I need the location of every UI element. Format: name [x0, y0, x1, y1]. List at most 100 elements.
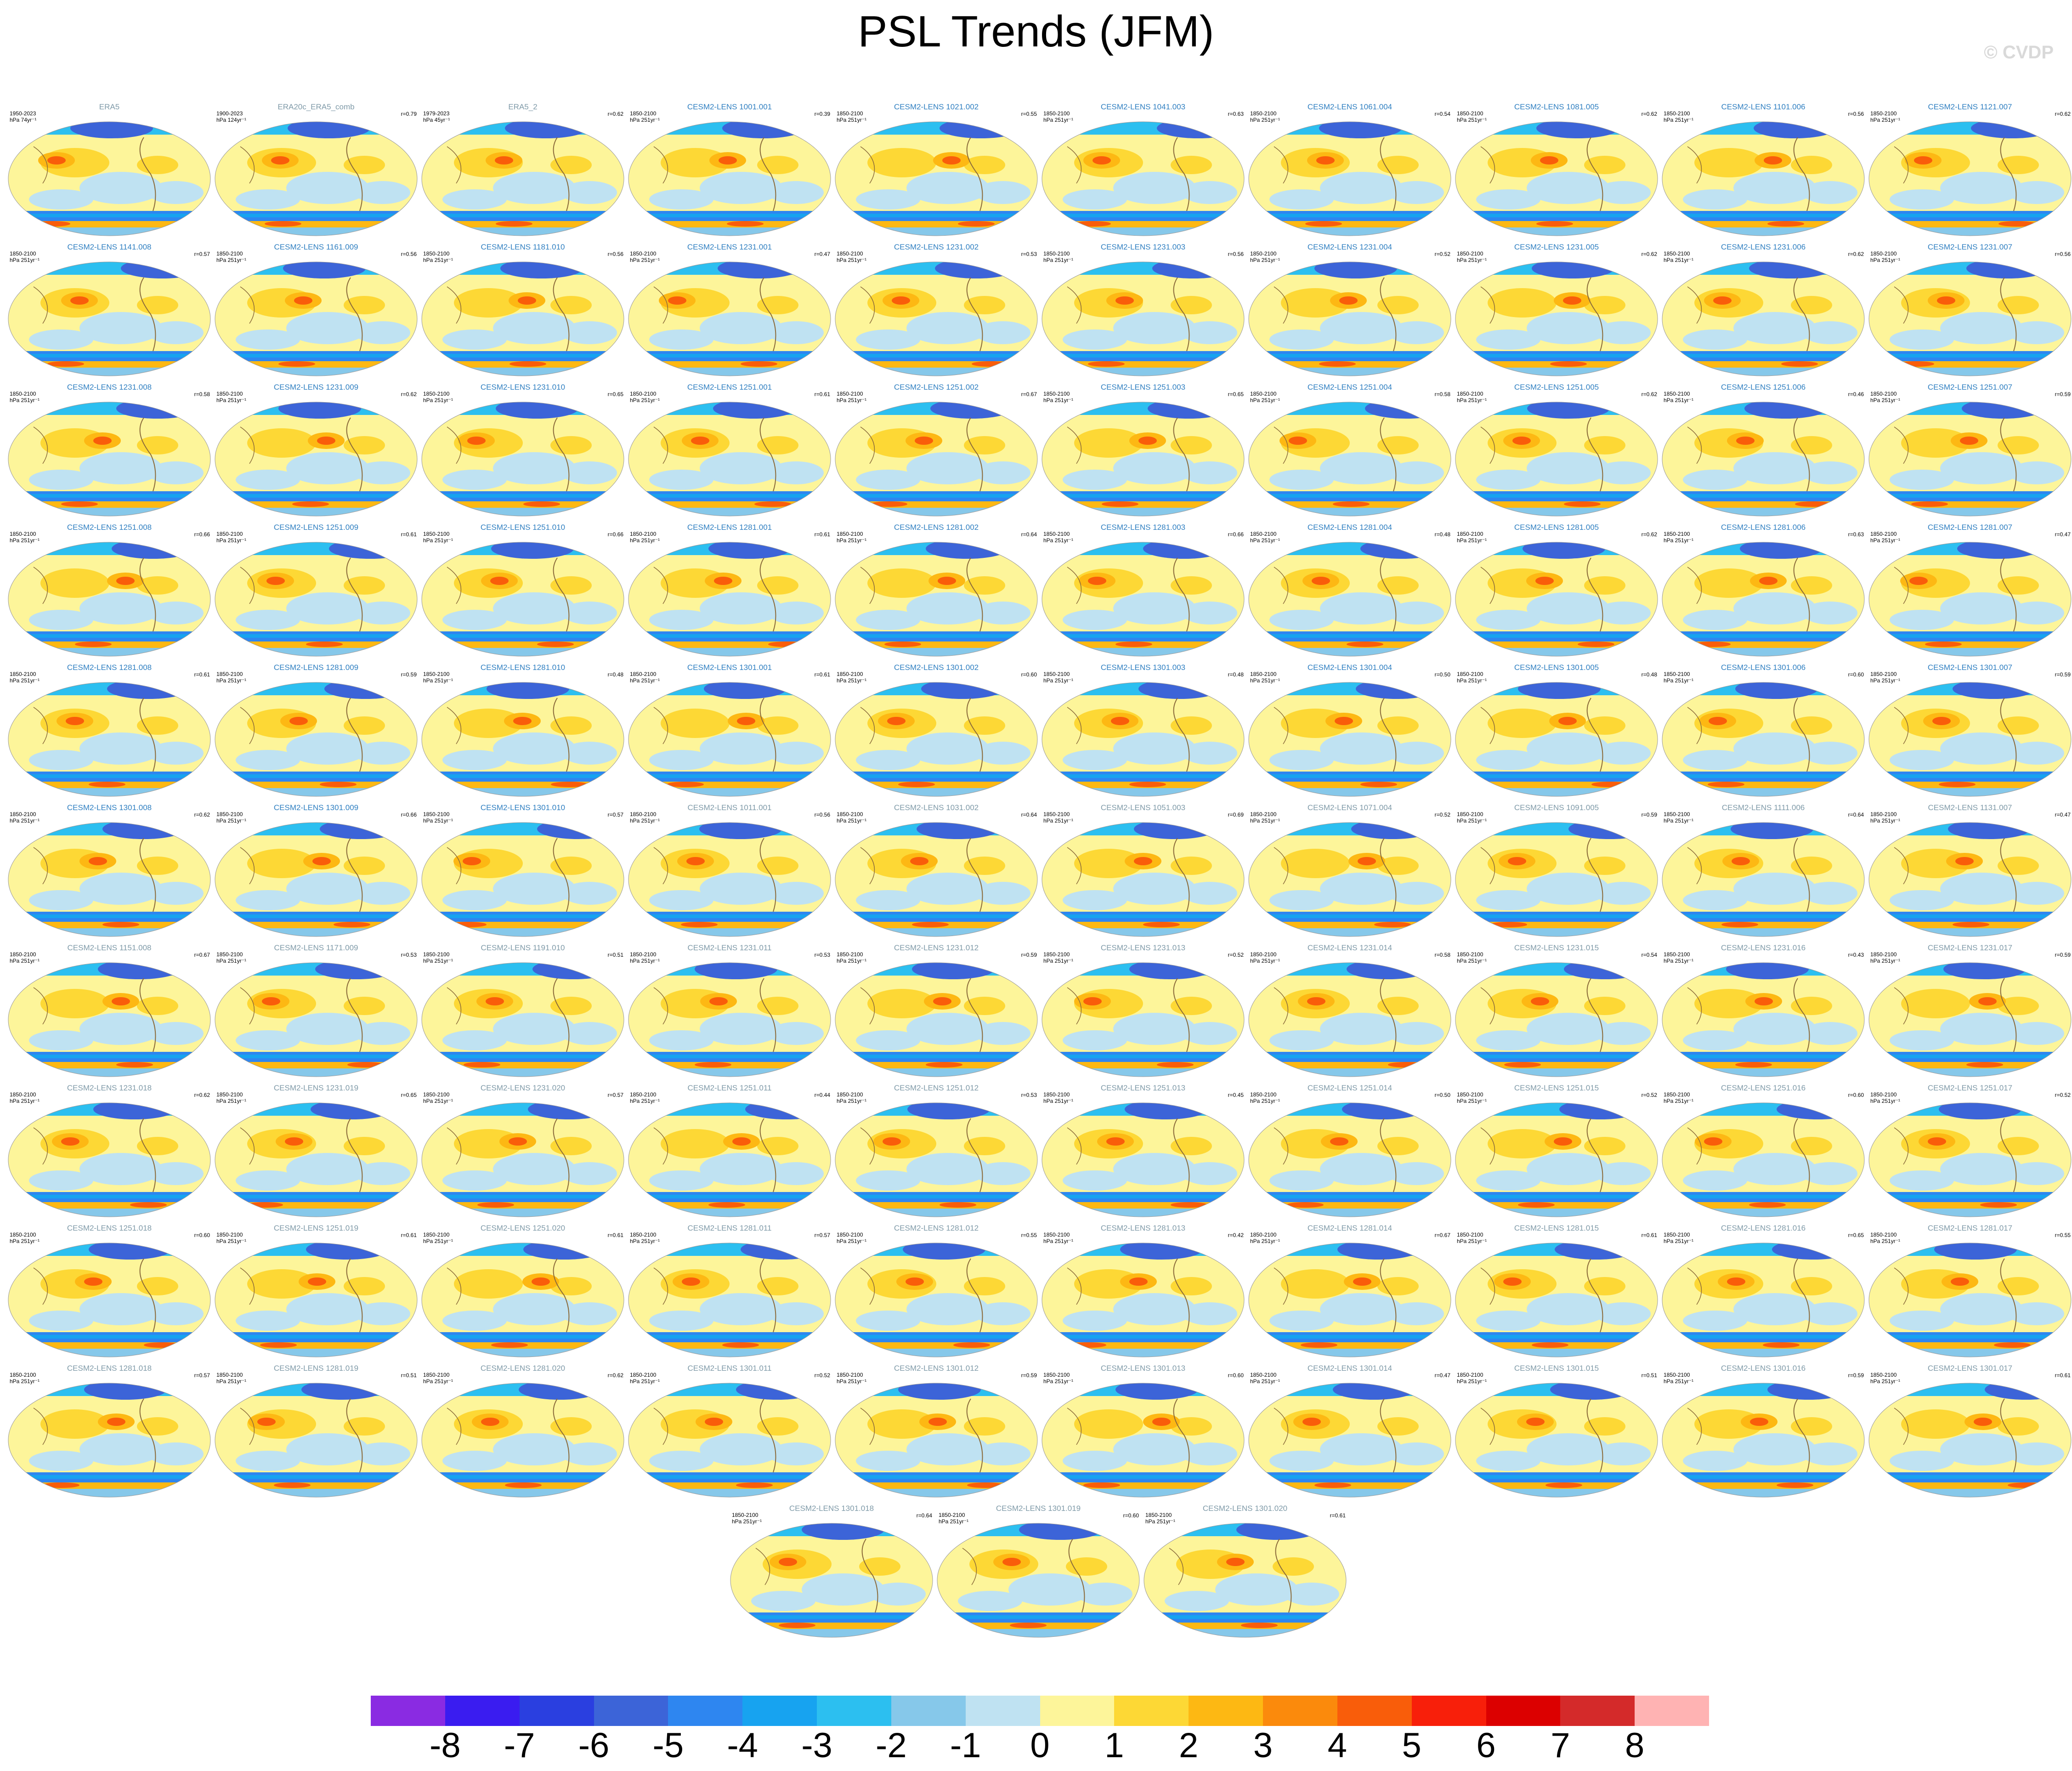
psl-trend-map [8, 402, 211, 517]
panel-years: 1850-2100 [10, 811, 36, 817]
panel-title: CESM2-LENS 1281.020 [480, 1364, 566, 1373]
panel-pattern-correlation: r=0.63 [1228, 111, 1244, 117]
psl-trend-map [215, 1383, 418, 1498]
panel-years: 1850-2100 [1870, 110, 1897, 117]
psl-trend-map [835, 1243, 1038, 1357]
colorbar-tick-label: 7 [1551, 1726, 1570, 1765]
psl-trend-map [1248, 1383, 1451, 1498]
panel-years: 1850-2100 [837, 811, 863, 817]
panel-title: CESM2-LENS 1281.005 [1514, 523, 1599, 532]
panel-years: 1850-2100 [1664, 1091, 1690, 1098]
map-panel: CESM2-LENS 1231.015 1850-2100 hPa 251yr⁻¹ r… [1453, 940, 1660, 1081]
panel-years: 1850-2100 [423, 1091, 450, 1098]
panel-pattern-correlation: r=0.60 [1123, 1512, 1139, 1519]
psl-trend-map [1248, 542, 1451, 657]
map-panel: CESM2-LENS 1011.001 1850-2100 hPa 251yr⁻¹ r… [626, 800, 833, 941]
map-panel: CESM2-LENS 1251.011 1850-2100 hPa 251yr⁻¹ r… [626, 1080, 833, 1221]
psl-trend-map [628, 822, 831, 937]
colorbar-tick-label: 4 [1327, 1726, 1347, 1765]
panel-title: CESM2-LENS 1231.004 [1307, 243, 1393, 251]
panel-pattern-correlation: r=0.59 [401, 671, 417, 678]
psl-trend-map [1868, 822, 2072, 937]
panel-years: 1850-2100 [1043, 250, 1070, 257]
panel-title: CESM2-LENS 1281.002 [894, 523, 979, 532]
panel-units: hPa 251yr⁻¹ [10, 677, 40, 684]
map-panel: CESM2-LENS 1301.016 1850-2100 hPa 251yr⁻¹ r… [1660, 1360, 1867, 1502]
panel-units: hPa 251yr⁻¹ [1250, 537, 1280, 544]
panel-units: hPa 251yr⁻¹ [630, 1378, 660, 1385]
panel-pattern-correlation: r=0.61 [194, 671, 210, 678]
map-panel: CESM2-LENS 1251.003 1850-2100 hPa 251yr⁻¹ r… [1040, 379, 1246, 521]
psl-trend-map [628, 1102, 831, 1217]
panel-units: hPa 251yr⁻¹ [1250, 397, 1280, 403]
psl-trend-map [835, 822, 1038, 937]
map-panel: CESM2-LENS 1041.003 1850-2100 hPa 251yr⁻¹ r… [1040, 99, 1246, 240]
panel-years: 1850-2100 [1457, 391, 1483, 397]
panel-pattern-correlation: r=0.57 [607, 812, 623, 818]
map-panel: ERA5 1950-2023 hPa 74yr⁻¹ [6, 99, 213, 240]
panel-years: 1850-2100 [423, 1232, 450, 1238]
panel-years: 1850-2100 [1664, 391, 1690, 397]
panel-title: CESM2-LENS 1171.009 [274, 943, 358, 952]
panel-pattern-correlation: r=0.57 [814, 1232, 830, 1238]
map-panel: CESM2-LENS 1301.002 1850-2100 hPa 251yr⁻¹ r… [833, 659, 1040, 801]
panel-units: hPa 251yr⁻¹ [216, 958, 247, 964]
panel-units: hPa 251yr⁻¹ [1457, 537, 1487, 544]
panel-title: CESM2-LENS 1001.001 [687, 102, 772, 111]
panel-units: hPa 251yr⁻¹ [1043, 677, 1074, 684]
panel-title: CESM2-LENS 1251.011 [687, 1084, 772, 1092]
psl-trend-map [8, 962, 211, 1077]
panel-pattern-correlation: r=0.59 [1848, 1372, 1864, 1379]
panel-title: CESM2-LENS 1281.006 [1721, 523, 1806, 532]
colorbar-swatch [1337, 1696, 1412, 1726]
map-panel: CESM2-LENS 1251.001 1850-2100 hPa 251yr⁻¹ r… [626, 379, 833, 521]
panel-pattern-correlation: r=0.56 [2055, 251, 2071, 257]
psl-trend-map [1868, 261, 2072, 376]
colorbar-tick-label: -3 [801, 1726, 832, 1765]
colorbar-tick-label: -5 [652, 1726, 684, 1765]
psl-trend-map [1662, 1102, 1865, 1217]
panel-years: 1850-2100 [1457, 671, 1483, 677]
colorbar-tick-label: 1 [1104, 1726, 1124, 1765]
panel-title: CESM2-LENS 1301.005 [1514, 663, 1599, 672]
psl-trend-map [1455, 962, 1658, 1077]
psl-trend-map [628, 261, 831, 376]
panel-units: hPa 251yr⁻¹ [837, 397, 867, 403]
map-panel: CESM2-LENS 1281.018 1850-2100 hPa 251yr⁻¹ r… [6, 1360, 213, 1502]
panel-title: CESM2-LENS 1141.008 [67, 243, 152, 251]
colorbar-swatch [1189, 1696, 1263, 1726]
colorbar-swatch [371, 1696, 446, 1726]
colorbar-swatch [1635, 1696, 1710, 1726]
psl-trend-map [215, 261, 418, 376]
colorbar-swatch [594, 1696, 668, 1726]
panel-title: CESM2-LENS 1011.001 [687, 803, 772, 812]
panel-title: CESM2-LENS 1251.007 [1927, 383, 2013, 392]
panel-pattern-correlation: r=0.46 [1848, 391, 1864, 397]
panel-pattern-correlation: r=0.59 [2055, 391, 2071, 397]
panel-pattern-correlation: r=0.66 [607, 531, 623, 538]
panel-pattern-correlation: r=0.53 [814, 952, 830, 958]
panel-pattern-correlation: r=0.60 [194, 1232, 210, 1238]
panel-years: 1850-2100 [1870, 531, 1897, 537]
psl-trend-map [835, 962, 1038, 1077]
panel-title: CESM2-LENS 1251.002 [894, 383, 979, 392]
psl-trend-map [1455, 1102, 1658, 1217]
panel-units: hPa 251yr⁻¹ [1870, 817, 1901, 824]
panel-years: 1850-2100 [423, 1372, 450, 1378]
panel-pattern-correlation: r=0.51 [607, 952, 623, 958]
panel-units: hPa 251yr⁻¹ [216, 677, 247, 684]
panel-years: 1850-2100 [837, 250, 863, 257]
panel-pattern-correlation: r=0.57 [194, 1372, 210, 1379]
panel-title: CESM2-LENS 1021.002 [894, 102, 979, 111]
panel-years: 1850-2100 [837, 110, 863, 117]
panel-years: 1850-2100 [216, 391, 243, 397]
psl-trend-map [835, 1383, 1038, 1498]
psl-trend-map [628, 1383, 831, 1498]
map-panel: CESM2-LENS 1251.017 1850-2100 hPa 251yr⁻¹ r… [1867, 1080, 2072, 1221]
figure-title: PSL Trends (JFM) [858, 7, 1214, 56]
psl-trend-map [1042, 1243, 1245, 1357]
panel-units: hPa 251yr⁻¹ [216, 817, 247, 824]
map-panel: CESM2-LENS 1231.014 1850-2100 hPa 251yr⁻¹ r… [1246, 940, 1453, 1081]
panel-title: CESM2-LENS 1051.003 [1100, 803, 1186, 812]
panel-units: hPa 251yr⁻¹ [630, 677, 660, 684]
